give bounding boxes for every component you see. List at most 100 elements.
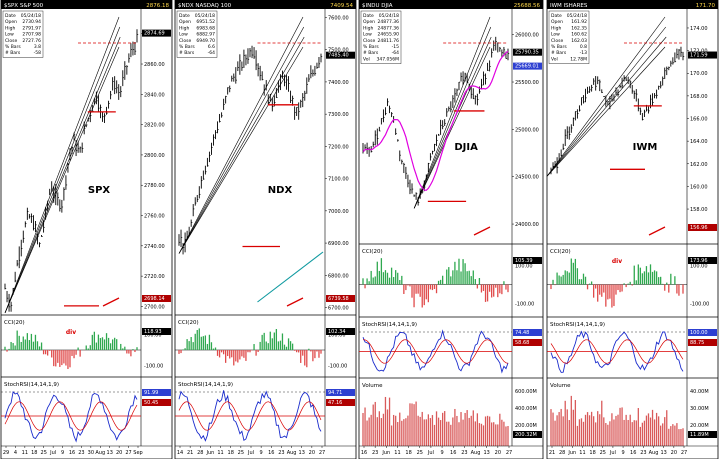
- info-value: 24811.76: [378, 38, 400, 44]
- x-tick-label: 27: [125, 450, 131, 456]
- x-tick-label: 27: [506, 450, 512, 456]
- info-key: # Bars: [551, 50, 567, 56]
- volume-tick-label: 30.00M: [690, 406, 709, 412]
- stoch-value: 50.45: [144, 400, 158, 406]
- info-key: Vol: [551, 56, 558, 62]
- info-value: 347.056M: [377, 56, 400, 62]
- info-key: Date: [179, 13, 190, 19]
- header-price: 7409.54: [330, 3, 353, 9]
- x-tick-label: 16: [69, 450, 75, 456]
- info-key: Low: [551, 32, 560, 38]
- stoch-title: StochRSI(14,14,1,9): [178, 382, 233, 388]
- cci-value-bg: [688, 257, 717, 264]
- panel-header: [359, 0, 543, 9]
- x-tick-label: 27: [681, 450, 687, 456]
- panel-header: [547, 0, 718, 9]
- price-tick-label: 158.00: [690, 207, 708, 213]
- trend-line: [178, 26, 305, 254]
- stoch-value: 47.16: [328, 400, 342, 406]
- info-box: [2, 10, 44, 58]
- cci-value: 118.93: [144, 329, 162, 335]
- teal-line: [257, 251, 324, 303]
- price-tick-label: 162.00: [690, 162, 708, 168]
- cci-tick-label: 100.00: [515, 263, 533, 269]
- stoch-d-line: [178, 401, 322, 431]
- x-tick-label: 20: [495, 450, 501, 456]
- last-price-label-bg: [142, 29, 171, 37]
- x-tick-label: 20: [309, 450, 315, 456]
- info-key: # Bars: [179, 50, 195, 56]
- x-tick-label: 11: [217, 450, 223, 456]
- last-price-label: 2874.69: [144, 31, 165, 37]
- price-tick-label: 166.00: [690, 117, 708, 123]
- info-value: 6983.68: [196, 25, 215, 31]
- info-key: Open: [179, 19, 191, 25]
- ma-label-bg: [513, 62, 542, 70]
- price-tick-label: 2700.00: [144, 304, 165, 310]
- last-price-label: 171.59: [690, 53, 708, 59]
- x-tick-label: 14: [177, 450, 183, 456]
- info-key: Open: [5, 19, 17, 25]
- x-tick-label: 18: [405, 450, 411, 456]
- cci-title: CCI(20): [550, 249, 571, 255]
- trend-line: [178, 46, 304, 254]
- chart-title: SPX: [88, 185, 111, 196]
- x-tick-label: 23: [278, 450, 284, 456]
- stoch-value-bg: [326, 399, 355, 406]
- cci-tick-label: 100.00: [328, 332, 346, 338]
- x-tick-label: 11: [394, 450, 400, 456]
- info-value: 12.78M: [570, 56, 587, 62]
- stoch-value: 91.99: [144, 390, 158, 396]
- x-tick-label: 25: [417, 450, 423, 456]
- last-price-label: 25790.35: [515, 50, 539, 56]
- info-value: 2791.97: [22, 25, 41, 31]
- header-price: 2876.18: [146, 3, 169, 9]
- info-value: -13: [580, 50, 587, 56]
- info-value: 05/24/18: [379, 13, 399, 19]
- x-tick-label: 27: [319, 450, 325, 456]
- x-tick-label: 29: [3, 450, 9, 456]
- cci-title: CCI(20): [4, 320, 25, 326]
- red-arrow-mark: [648, 226, 666, 236]
- x-tick-label: 9: [61, 450, 64, 456]
- price-tick-label: 2820.00: [144, 123, 165, 129]
- price-tick-label: 170.00: [690, 71, 708, 77]
- x-tick-label: 30: [88, 450, 94, 456]
- trend-line: [546, 26, 667, 177]
- x-tick-label: 16: [268, 450, 274, 456]
- price-tick-label: 7100.00: [328, 177, 349, 183]
- trend-line: [413, 16, 491, 209]
- x-tick-label: 16: [630, 450, 636, 456]
- cci-tick-label: -100.00: [515, 302, 534, 308]
- price-tick-label: 2800.00: [144, 153, 165, 159]
- x-tick-label: 13: [107, 450, 113, 456]
- price-tick-label: 6700.00: [328, 306, 349, 312]
- price-tick-label: 7000.00: [328, 209, 349, 215]
- x-tick-label: Aug: [95, 450, 105, 456]
- chart-title: IWM: [633, 142, 658, 153]
- trend-line: [546, 46, 666, 177]
- trend-line: [413, 26, 492, 209]
- x-tick-label: 28: [559, 450, 565, 456]
- x-tick-label: 4: [14, 450, 17, 456]
- low-label-bg: [142, 295, 171, 302]
- info-key: # Bars: [363, 50, 379, 56]
- low-label-bg: [326, 295, 355, 302]
- volume-tick-label: 600.00M: [515, 389, 537, 395]
- info-key: % Bars: [363, 44, 379, 50]
- info-value: 2730.94: [22, 19, 41, 25]
- chart-title: NDX: [268, 185, 293, 196]
- volume-tick-label: 40.00M: [690, 389, 709, 395]
- x-tick-label: 23: [372, 450, 378, 456]
- info-value: 05/24/18: [21, 13, 41, 19]
- info-key: Vol: [363, 56, 370, 62]
- info-key: Close: [5, 38, 17, 44]
- info-key: % Bars: [179, 44, 195, 50]
- info-value: 0.8: [580, 44, 587, 50]
- cci-title: CCI(20): [362, 249, 383, 255]
- x-tick-label: Jul: [247, 450, 254, 456]
- last-price-label-bg: [326, 51, 355, 59]
- price-tick-label: 2760.00: [144, 214, 165, 220]
- header-symbol: $NDX NASDAQ 100: [178, 3, 232, 9]
